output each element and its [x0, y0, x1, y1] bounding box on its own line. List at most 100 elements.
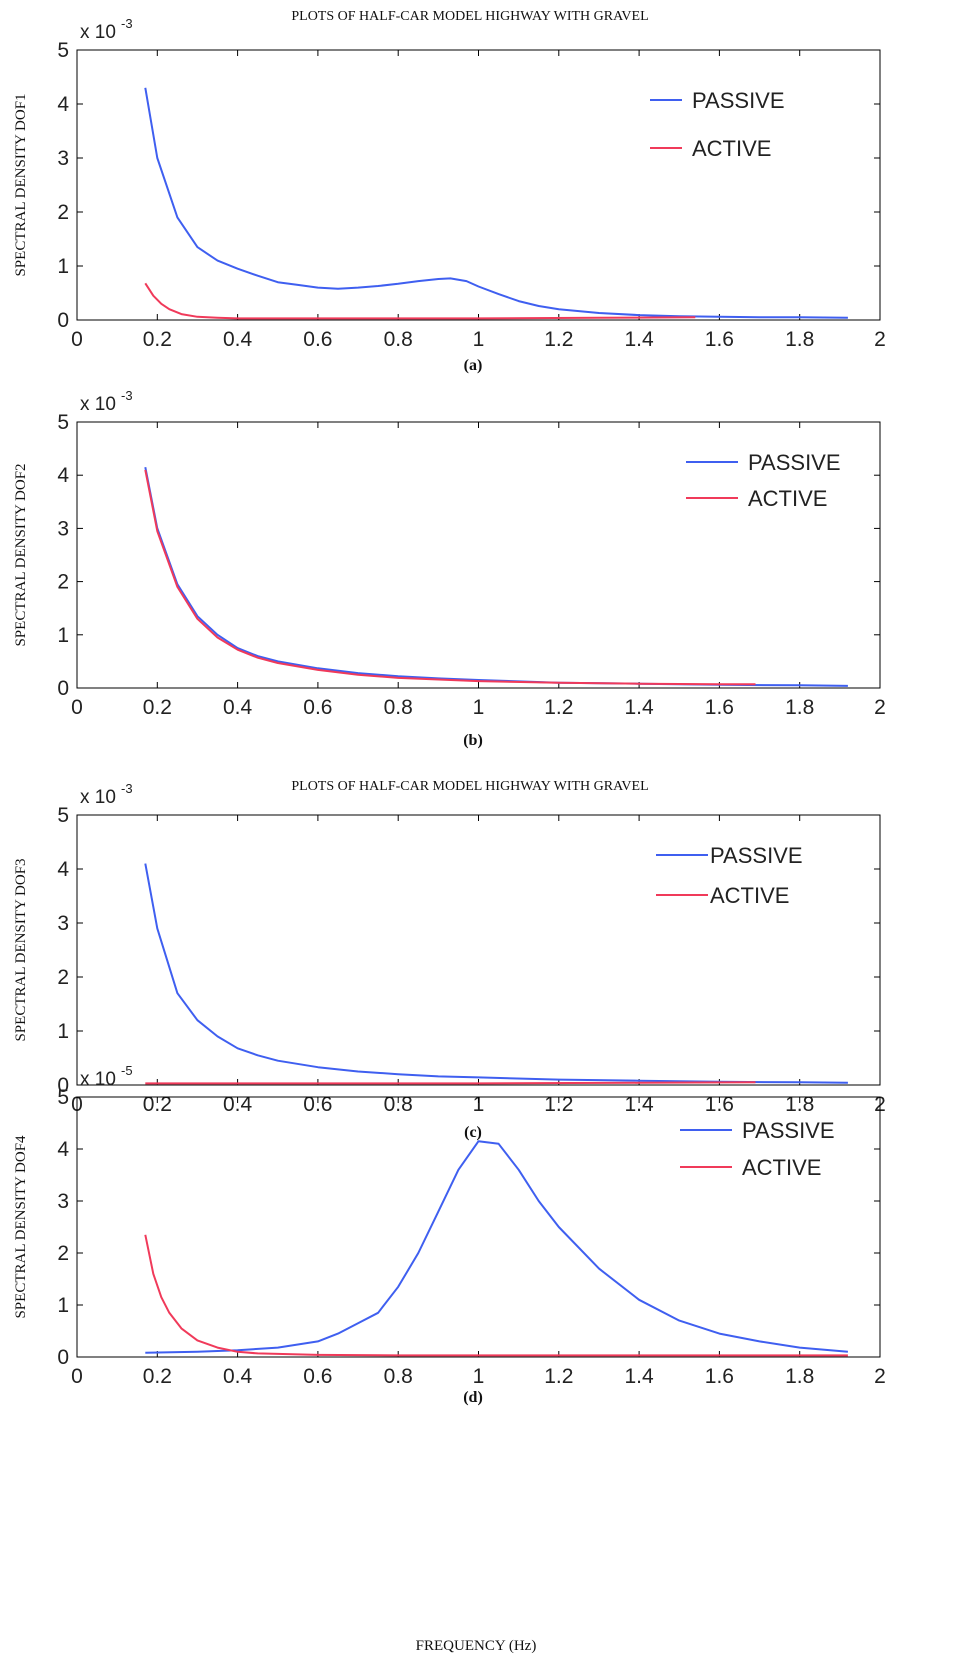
x-tick-label: 1.2 — [544, 328, 573, 351]
x-tick-label: 1.8 — [785, 328, 814, 351]
x-tick-label: 1 — [473, 1365, 485, 1388]
y-tick-label: 4 — [57, 858, 69, 881]
y-tick-label: 2 — [57, 966, 69, 989]
x-tick-label: 1.2 — [544, 1365, 573, 1388]
y-axis-label: SPECTRAL DENSITY DOF3 — [13, 858, 29, 1041]
y-tick-label: 3 — [57, 1190, 69, 1213]
y-tick-label: 1 — [57, 624, 69, 647]
series-line-passive — [144, 467, 848, 687]
y-tick-label: 2 — [57, 571, 69, 594]
series-line-passive — [144, 87, 848, 319]
y-tick-label: 3 — [57, 147, 69, 170]
x-tick-label: 1.4 — [624, 1365, 654, 1388]
y-tick-label: 5 — [57, 411, 69, 434]
y-tick-label: 0 — [57, 1346, 69, 1369]
x-tick-label: 0.4 — [223, 696, 253, 719]
y-tick-label: 5 — [57, 1086, 69, 1109]
x-tick-label: 0 — [71, 328, 83, 351]
y-tick-label: 3 — [57, 912, 69, 935]
y-exponent-power: -3 — [121, 781, 133, 796]
y-exponent-power: -5 — [121, 1063, 133, 1078]
y-tick-label: 2 — [57, 201, 69, 224]
x-tick-label: 1.8 — [785, 1365, 814, 1388]
y-exponent-label: x 10 — [80, 22, 116, 43]
legend-label-passive: PASSIVE — [710, 843, 803, 868]
x-tick-label: 0.2 — [143, 1365, 172, 1388]
y-tick-label: 1 — [57, 1294, 69, 1317]
y-exponent-power: -3 — [121, 16, 133, 31]
series-line-active — [144, 282, 696, 320]
x-axis-label: FREQUENCY (Hz) — [416, 1638, 537, 1654]
legend-label-active: ACTIVE — [710, 883, 789, 908]
panel-caption: (d) — [463, 1389, 483, 1406]
x-tick-label: 0.2 — [143, 696, 172, 719]
x-tick-label: 2 — [874, 1365, 886, 1388]
y-tick-label: 4 — [57, 93, 69, 116]
x-tick-label: 1.2 — [544, 696, 573, 719]
legend-label-passive: PASSIVE — [748, 450, 841, 475]
y-tick-label: 5 — [57, 804, 69, 827]
y-tick-label: 2 — [57, 1242, 69, 1265]
panel-caption: (c) — [464, 1124, 482, 1141]
y-exponent-label: x 10 — [80, 787, 116, 808]
y-tick-label: 3 — [57, 517, 69, 540]
panel-caption: (a) — [464, 357, 483, 374]
x-tick-label: 0 — [71, 696, 83, 719]
x-tick-label: 1.6 — [705, 696, 734, 719]
x-tick-label: 1 — [473, 328, 485, 351]
x-tick-label: 0.6 — [303, 696, 332, 719]
x-tick-label: 0 — [71, 1365, 83, 1388]
x-tick-label: 0.8 — [384, 1365, 413, 1388]
x-tick-label: 0.2 — [143, 328, 172, 351]
y-exponent-label: x 10 — [80, 394, 116, 415]
x-tick-label: 1.4 — [624, 696, 654, 719]
panel-caption: (b) — [463, 732, 483, 749]
chart-title: PLOTS OF HALF-CAR MODEL HIGHWAY WITH GRA… — [291, 9, 648, 24]
x-tick-label: 0.6 — [303, 328, 332, 351]
x-tick-label: 0.4 — [223, 1093, 253, 1116]
x-tick-label: 1.8 — [785, 696, 814, 719]
x-tick-label: 1.4 — [624, 328, 654, 351]
y-exponent-label: x 10 — [80, 1069, 116, 1090]
series-line-passive — [145, 1140, 848, 1354]
y-tick-label: 1 — [57, 1020, 69, 1043]
series-line-passive — [144, 863, 848, 1084]
y-tick-label: 0 — [57, 1074, 69, 1097]
legend-label-active: ACTIVE — [742, 1155, 821, 1180]
x-tick-label: 0.4 — [223, 328, 253, 351]
x-tick-label: 1.6 — [705, 1093, 734, 1116]
y-tick-label: 4 — [57, 1138, 69, 1161]
series-line-active — [144, 469, 756, 686]
x-tick-label: 0.2 — [143, 1093, 172, 1116]
y-tick-label: 5 — [57, 39, 69, 62]
x-tick-label: 1.4 — [624, 1093, 654, 1116]
legend-label-active: ACTIVE — [692, 136, 771, 161]
x-tick-label: 1.2 — [544, 1093, 573, 1116]
x-tick-label: 0.6 — [303, 1093, 332, 1116]
x-tick-label: 0.8 — [384, 696, 413, 719]
x-tick-label: 1.6 — [705, 1365, 734, 1388]
y-tick-label: 0 — [57, 309, 69, 332]
legend-label-passive: PASSIVE — [692, 88, 785, 113]
x-tick-label: 1.8 — [785, 1093, 814, 1116]
y-tick-label: 1 — [57, 255, 69, 278]
x-tick-label: 1.6 — [705, 328, 734, 351]
chart-title: PLOTS OF HALF-CAR MODEL HIGHWAY WITH GRA… — [291, 779, 648, 794]
legend-label-active: ACTIVE — [748, 486, 827, 511]
y-exponent-power: -3 — [121, 388, 133, 403]
x-tick-label: 0.8 — [384, 1093, 413, 1116]
x-tick-label: 2 — [874, 328, 886, 351]
x-tick-label: 0.8 — [384, 328, 413, 351]
y-axis-label: SPECTRAL DENSITY DOF2 — [13, 463, 29, 646]
y-axis-label: SPECTRAL DENSITY DOF4 — [13, 1135, 29, 1319]
x-tick-label: 1 — [473, 1093, 485, 1116]
series-line-active — [144, 1234, 848, 1357]
series-line-active — [145, 1081, 756, 1085]
x-tick-label: 0.6 — [303, 1365, 332, 1388]
y-axis-label: SPECTRAL DENSITY DOF1 — [13, 93, 29, 276]
y-tick-label: 0 — [57, 677, 69, 700]
x-tick-label: 0.4 — [223, 1365, 253, 1388]
y-tick-label: 4 — [57, 464, 69, 487]
x-tick-label: 2 — [874, 696, 886, 719]
